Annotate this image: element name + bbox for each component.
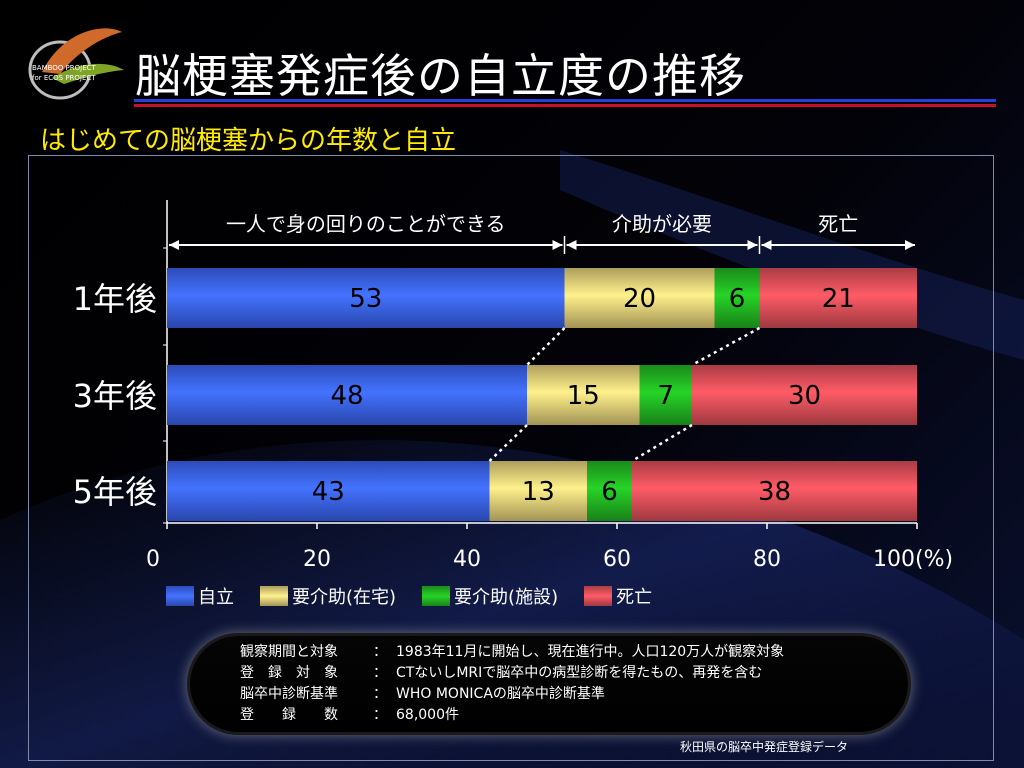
bar-segment xyxy=(759,268,917,328)
note-value: WHO MONICAの脳卒中診断基準 xyxy=(396,686,605,702)
category-label: 5年後 xyxy=(73,473,157,511)
bar-value-label: 48 xyxy=(330,381,363,411)
bar-value-label: 53 xyxy=(349,284,382,314)
note-row: 登 録 数 ： 68,000件 xyxy=(240,705,784,726)
logo-text-2: for ECOS PROJECT xyxy=(32,74,96,82)
bracket-arrowhead-right xyxy=(747,240,758,250)
legend-item: 自立 xyxy=(166,583,234,609)
bracket-arrowhead-left xyxy=(761,240,772,250)
legend-item: 要介助(施設) xyxy=(422,583,558,609)
slide-subtitle: はじめての脳梗塞からの年数と自立 xyxy=(40,126,457,156)
bracket-arrowhead-left xyxy=(169,240,179,250)
x-tick-label: 0 xyxy=(146,547,160,572)
note-value: 1983年11月に開始し、現在進行中。人口120万人が観察対象 xyxy=(396,644,785,660)
bar-value-label: 6 xyxy=(601,477,618,507)
bar-value-label: 20 xyxy=(623,284,656,314)
connector-dotted-line xyxy=(631,423,693,463)
connector-dotted-line xyxy=(488,424,528,462)
x-tick-label: 60 xyxy=(603,547,631,572)
bar-value-label: 6 xyxy=(729,284,746,314)
legend-swatch xyxy=(166,586,194,606)
connector-dotted-line xyxy=(526,327,566,366)
bracket-label: 介助が必要 xyxy=(612,212,712,236)
bar-value-label: 13 xyxy=(522,477,555,507)
bracket-arrowhead-left xyxy=(566,240,577,250)
title-underline-red xyxy=(134,104,996,107)
note-colon: ： xyxy=(373,686,387,702)
note-colon: ： xyxy=(373,707,387,723)
connector-dotted-line xyxy=(691,326,761,367)
legend-swatch xyxy=(260,586,288,606)
bar-value-label: 43 xyxy=(312,477,345,507)
bar-segment xyxy=(564,268,715,328)
bar-segment xyxy=(489,461,587,521)
bracket-arrowhead-right xyxy=(905,240,915,250)
legend-label: 死亡 xyxy=(616,587,653,608)
chart-panel xyxy=(28,155,994,761)
note-label: 登 録 対 象 xyxy=(240,665,338,681)
x-tick-label: 20 xyxy=(303,547,331,572)
slide-title: 脳梗塞発症後の自立度の推移 xyxy=(135,49,746,103)
bar-segment xyxy=(167,461,490,521)
bar-value-label: 30 xyxy=(788,381,821,411)
note-label: 観察期間と対象 xyxy=(240,644,338,660)
category-label: 1年後 xyxy=(73,280,157,318)
bar-segment xyxy=(632,461,917,521)
legend-label: 要介助(施設) xyxy=(454,587,559,608)
x-tick-label: 100(%) xyxy=(873,547,953,572)
title-underline-blue xyxy=(134,99,996,102)
legend-swatch xyxy=(422,586,451,606)
legend-item: 要介助(在宅) xyxy=(260,583,396,609)
bar-value-label: 38 xyxy=(758,477,791,507)
legend-item: 死亡 xyxy=(584,583,652,609)
source-note: 秋田県の脳卒中発症登録データ xyxy=(680,740,849,754)
category-label: 3年後 xyxy=(73,377,157,415)
note-label: 脳卒中診断基準 xyxy=(240,686,338,702)
note-value: CTないしMRIで脳卒中の病型診断を得たもの、再発を含む xyxy=(396,665,763,681)
bracket-label: 一人で身の回りのことができる xyxy=(226,212,506,236)
bar-value-label: 15 xyxy=(567,381,600,411)
note-colon: ： xyxy=(373,644,387,660)
note-row: 脳卒中診断基準 ： WHO MONICAの脳卒中診断基準 xyxy=(240,684,784,705)
legend-label: 自立 xyxy=(198,587,234,608)
bar-value-label: 21 xyxy=(822,284,855,314)
bar-segment xyxy=(527,365,640,425)
bar-segment xyxy=(692,365,917,425)
logo-text-1: BAMBOO PROJECT xyxy=(32,64,97,72)
stacked-bar-chart: 53 20 6 21 1年後 48 15 7 30 3年後 43 13 6 38 5年後 0 20 40 60 80 1… xyxy=(73,212,953,572)
note-colon: ： xyxy=(373,665,387,681)
bracket-label: 死亡 xyxy=(818,212,858,236)
bar-segment xyxy=(167,365,527,425)
bar-segment xyxy=(639,365,692,425)
note-label: 登 録 数 xyxy=(240,707,338,723)
bamboo-logo: BAMBOO PROJECT for ECOS PROJECT xyxy=(28,28,124,100)
note-value: 68,000件 xyxy=(396,707,459,723)
note-row: 観察期間と対象 ： 1983年11月に開始し、現在進行中。人口120万人が観察対象 xyxy=(240,642,784,663)
bar-segment xyxy=(167,268,565,328)
x-tick-label: 40 xyxy=(453,547,481,572)
bar-segment xyxy=(714,268,760,328)
x-tick-label: 80 xyxy=(753,547,781,572)
notes-box xyxy=(190,636,908,732)
bar-segment xyxy=(587,461,632,521)
legend-label: 要介助(在宅) xyxy=(292,587,397,608)
note-row: 登 録 対 象 ： CTないしMRIで脳卒中の病型診断を得たもの、再発を含む xyxy=(240,663,784,684)
bar-value-label: 7 xyxy=(657,381,674,411)
chart-legend: 自立 要介助(在宅) 要介助(施設) 死亡 xyxy=(166,583,678,609)
legend-swatch xyxy=(584,586,613,606)
bracket-arrowhead-right xyxy=(552,240,563,250)
notes-table: 観察期間と対象 ： 1983年11月に開始し、現在進行中。人口120万人が観察対象登… xyxy=(240,642,784,726)
